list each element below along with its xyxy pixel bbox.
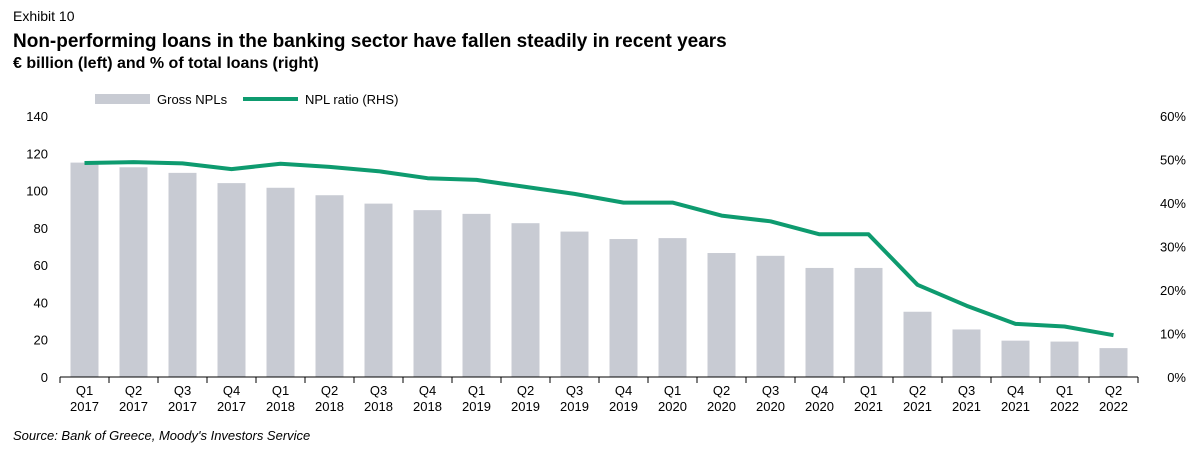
- bar-gross-npls: [168, 172, 197, 377]
- x-axis-tick-label-quarter: Q2: [713, 383, 730, 398]
- legend-label-npl-ratio: NPL ratio (RHS): [305, 92, 398, 107]
- x-axis-tick-label-quarter: Q2: [909, 383, 926, 398]
- x-axis-tick-label-quarter: Q4: [615, 383, 632, 398]
- bar-gross-npls: [854, 267, 883, 377]
- x-axis-tick-label-year: 2018: [413, 399, 442, 414]
- line-series-npl-ratio: [84, 160, 1114, 338]
- x-axis-tick-label-year: 2017: [119, 399, 148, 414]
- bar-gross-npls: [756, 255, 785, 377]
- bar-gross-npls: [805, 267, 834, 377]
- x-axis-tick-label-quarter: Q3: [958, 383, 975, 398]
- x-axis-tick-label-year: 2018: [364, 399, 393, 414]
- bar-gross-npls: [315, 195, 344, 377]
- x-axis-tick-label-year: 2020: [658, 399, 687, 414]
- bar-gross-npls: [1050, 341, 1079, 377]
- x-axis-tick-label-quarter: Q4: [223, 383, 240, 398]
- left-axis-tick-label: 40: [34, 295, 48, 310]
- x-axis-tick-label-quarter: Q1: [860, 383, 877, 398]
- x-axis-tick-label-year: 2022: [1050, 399, 1079, 414]
- x-axis-tick-label-year: 2022: [1099, 399, 1128, 414]
- x-axis-tick-label-year: 2020: [756, 399, 785, 414]
- left-y-axis: 0 20 40 60 80 100 120 140: [26, 109, 48, 385]
- x-axis-tick-label-quarter: Q2: [517, 383, 534, 398]
- left-axis-tick-label: 20: [34, 333, 48, 348]
- left-axis-tick-label: 120: [26, 146, 48, 161]
- right-axis-tick-label: 0%: [1167, 370, 1186, 385]
- x-axis-tick-label-quarter: Q4: [811, 383, 828, 398]
- left-axis-tick-label: 140: [26, 109, 48, 124]
- x-axis-tick-label-year: 2018: [266, 399, 295, 414]
- bar-gross-npls: [217, 183, 246, 377]
- x-axis-tick-label-year: 2019: [462, 399, 491, 414]
- x-axis-tick-label-quarter: Q3: [370, 383, 387, 398]
- x-axis-tick-label-quarter: Q2: [125, 383, 142, 398]
- x-axis-tick-label-year: 2017: [217, 399, 246, 414]
- bar-gross-npls: [119, 167, 148, 377]
- right-axis-tick-label: 40%: [1160, 196, 1186, 211]
- chart-title: Non-performing loans in the banking sect…: [13, 31, 727, 52]
- bar-gross-npls: [903, 311, 932, 377]
- x-axis-tick-label-quarter: Q2: [1105, 383, 1122, 398]
- x-axis-tick-label-quarter: Q1: [76, 383, 93, 398]
- left-axis-tick-label: 60: [34, 258, 48, 273]
- x-axis-tick-label-year: 2017: [168, 399, 197, 414]
- right-axis-tick-label: 10%: [1160, 327, 1186, 342]
- bar-gross-npls: [952, 329, 981, 377]
- legend-swatch-gross-npls: [95, 94, 150, 104]
- right-axis-tick-label: 60%: [1160, 109, 1186, 124]
- chart-subtitle: € billion (left) and % of total loans (r…: [13, 55, 319, 72]
- left-axis-tick-label: 80: [34, 221, 48, 236]
- bar-gross-npls: [609, 239, 638, 377]
- bar-gross-npls: [266, 187, 295, 377]
- x-axis-tick-label-year: 2019: [511, 399, 540, 414]
- right-axis-tick-label: 20%: [1160, 283, 1186, 298]
- source-note: Source: Bank of Greece, Moody's Investor…: [13, 428, 311, 443]
- bar-gross-npls: [707, 253, 736, 377]
- right-axis-tick-label: 30%: [1160, 240, 1186, 255]
- bar-gross-npls: [70, 162, 99, 377]
- x-axis-tick-label-quarter: Q1: [272, 383, 289, 398]
- bar-gross-npls: [658, 238, 687, 377]
- x-axis-tick-label-quarter: Q2: [321, 383, 338, 398]
- x-axis-tick-label-year: 2017: [70, 399, 99, 414]
- x-axis-tick-label-quarter: Q4: [419, 383, 436, 398]
- x-axis-tick-label-quarter: Q1: [468, 383, 485, 398]
- bar-gross-npls: [511, 223, 540, 377]
- x-axis-tick-label-year: 2019: [560, 399, 589, 414]
- x-axis-tick-label-quarter: Q3: [566, 383, 583, 398]
- x-axis-tick-label-quarter: Q3: [174, 383, 191, 398]
- bar-gross-npls: [1001, 340, 1030, 377]
- x-axis-tick-label-year: 2020: [805, 399, 834, 414]
- chart-legend: Gross NPLs NPL ratio (RHS): [95, 92, 398, 107]
- x-axis-tick-label-quarter: Q1: [664, 383, 681, 398]
- x-axis: Q12017Q22017Q32017Q42017Q12018Q22018Q320…: [59, 377, 1139, 414]
- x-axis-tick-label-quarter: Q3: [762, 383, 779, 398]
- x-axis-tick-label-year: 2021: [903, 399, 932, 414]
- left-axis-tick-label: 100: [26, 184, 48, 199]
- x-axis-tick-label-year: 2021: [952, 399, 981, 414]
- x-axis-tick-label-year: 2021: [854, 399, 883, 414]
- left-axis-tick-label: 0: [41, 370, 48, 385]
- x-axis-tick-label-quarter: Q1: [1056, 383, 1073, 398]
- x-axis-tick-label-year: 2018: [315, 399, 344, 414]
- bar-gross-npls: [413, 210, 442, 377]
- exhibit-label: Exhibit 10: [13, 8, 75, 24]
- line-npl-ratio: [84, 160, 1114, 338]
- x-axis-tick-label-year: 2019: [609, 399, 638, 414]
- right-y-axis: 0% 10% 20% 30% 40% 50% 60%: [1160, 109, 1186, 385]
- bar-gross-npls: [462, 213, 491, 377]
- bar-gross-npls: [1099, 348, 1128, 377]
- legend-label-gross-npls: Gross NPLs: [157, 92, 228, 107]
- x-axis-tick-label-year: 2021: [1001, 399, 1030, 414]
- bar-gross-npls: [364, 203, 393, 377]
- bar-gross-npls: [560, 231, 589, 377]
- x-axis-tick-label-year: 2020: [707, 399, 736, 414]
- x-axis-tick-label-quarter: Q4: [1007, 383, 1024, 398]
- bar-series-gross-npls: [70, 162, 1128, 377]
- right-axis-tick-label: 50%: [1160, 153, 1186, 168]
